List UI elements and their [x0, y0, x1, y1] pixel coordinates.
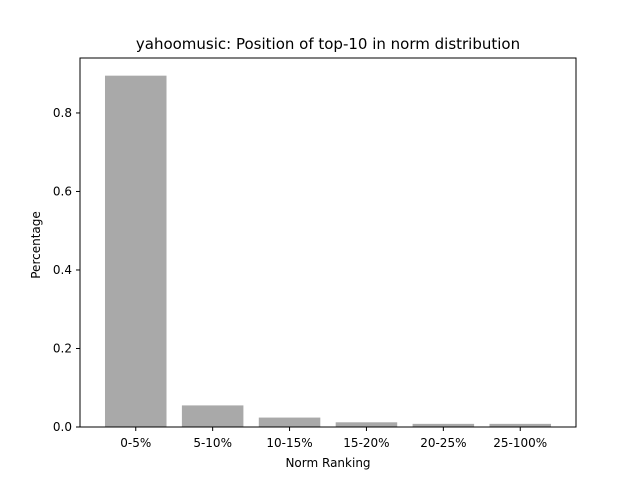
- chart-title: yahoomusic: Position of top-10 in norm d…: [136, 35, 520, 53]
- y-ticks-group: 0.0 0.2 0.4 0.6 0.8: [53, 106, 80, 434]
- bar-0-5%: [104, 75, 167, 428]
- y-tick-label: 0.0: [53, 420, 72, 434]
- bar-10-15%: [258, 417, 321, 427]
- x-tick-label: 0-5%: [120, 436, 151, 450]
- y-tick-label: 0.8: [53, 106, 72, 120]
- x-tick-label: 15-20%: [343, 436, 389, 450]
- x-ticks-group: 0-5% 5-10% 10-15% 15-20% 20-25% 25-100%: [120, 427, 547, 450]
- bar-25-100%: [489, 423, 552, 427]
- y-tick-label: 0.6: [53, 184, 72, 198]
- plot-frame: [79, 57, 577, 428]
- bars-group: [104, 75, 552, 428]
- x-tick-label: 20-25%: [420, 436, 466, 450]
- x-axis-label: Norm Ranking: [285, 456, 370, 470]
- x-tick-label: 5-10%: [193, 436, 232, 450]
- y-tick-label: 0.2: [53, 341, 72, 355]
- y-tick-label: 0.4: [53, 263, 72, 277]
- bar-5-10%: [181, 405, 244, 427]
- x-tick-label: 25-100%: [493, 436, 547, 450]
- bar-15-20%: [335, 422, 398, 427]
- bar-20-25%: [412, 423, 475, 427]
- y-axis-label: Percentage: [29, 211, 43, 279]
- x-tick-label: 10-15%: [266, 436, 312, 450]
